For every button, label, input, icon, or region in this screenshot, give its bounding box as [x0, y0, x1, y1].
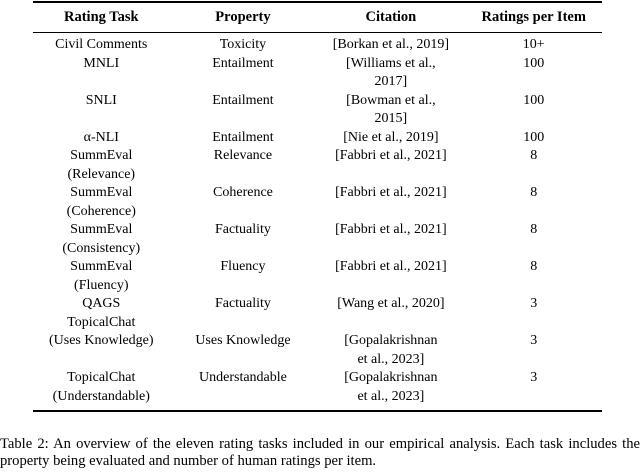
- cell-task: α-NLI: [83, 129, 119, 145]
- cell-task: SNLI: [85, 92, 117, 108]
- cell-ratings: 8: [530, 148, 538, 163]
- cell-property: Coherence: [213, 185, 273, 200]
- cell-property: Entailment: [212, 129, 274, 145]
- cell-ratings: 3: [530, 370, 538, 385]
- cell-citation: [Wang et al., 2020]: [337, 296, 445, 311]
- cell-citation: [Nie et al., 2019]: [343, 129, 439, 145]
- table-row: TopicalChat (Uses Knowledge) Uses Knowle…: [33, 314, 602, 370]
- table-row: SummEval (Relevance) Relevance [Fabbri e…: [33, 147, 602, 184]
- cell-task: Civil Comments: [55, 37, 148, 52]
- cell-property: Fluency: [220, 259, 266, 274]
- table-row: SummEval (Fluency) Fluency [Fabbri et al…: [33, 258, 602, 295]
- cell-citation: [Gopalakrishnan et al., 2023]: [344, 370, 438, 404]
- cell-citation: [Bowman et al., 2015]: [346, 92, 436, 127]
- table-row: SummEval (Consistency) Factuality [Fabbr…: [33, 221, 602, 258]
- cell-citation: [Fabbri et al., 2021]: [335, 185, 447, 200]
- table-row: α-NLI Entailment [Nie et al., 2019] 100: [33, 129, 602, 148]
- cell-citation: [Gopalakrishnan et al., 2023]: [344, 333, 438, 367]
- cell-citation: [Fabbri et al., 2021]: [335, 148, 447, 163]
- cell-property: Factuality: [214, 296, 271, 311]
- cell-property: Entailment: [212, 55, 274, 71]
- header-ratings-per-item: Ratings per Item: [481, 9, 586, 25]
- cell-property: Uses Knowledge: [195, 333, 291, 348]
- cell-property: Entailment: [212, 92, 274, 108]
- table-row: SNLI Entailment [Bowman et al., 2015] 10…: [33, 92, 602, 129]
- cell-property: Factuality: [214, 222, 271, 237]
- cell-ratings: 3: [530, 333, 538, 348]
- table-caption: Table 2: An overview of the eleven ratin…: [0, 436, 640, 469]
- table-row: Civil Comments Toxicity [Borkan et al., …: [33, 33, 602, 55]
- cell-ratings: 8: [530, 185, 538, 200]
- cell-task: SummEval (Coherence): [66, 185, 136, 219]
- cell-citation: [Borkan et al., 2019]: [332, 37, 449, 52]
- table-row: QAGS Factuality [Wang et al., 2020] 3: [33, 295, 602, 314]
- cell-citation: [Williams et al., 2017]: [346, 55, 436, 90]
- header-citation: Citation: [365, 9, 417, 25]
- table-row: TopicalChat (Understandable) Understanda…: [33, 369, 602, 411]
- table-row: MNLI Entailment [Williams et al., 2017] …: [33, 55, 602, 92]
- cell-task: SummEval (Consistency): [62, 222, 141, 256]
- cell-citation: [Fabbri et al., 2021]: [335, 259, 447, 274]
- cell-task: TopicalChat (Understandable): [52, 370, 150, 404]
- cell-task: MNLI: [83, 55, 120, 71]
- cell-task: SummEval (Fluency): [70, 259, 133, 293]
- cell-ratings: 8: [530, 222, 538, 237]
- cell-task: QAGS: [82, 296, 121, 311]
- table-row: SummEval (Coherence) Coherence [Fabbri e…: [33, 184, 602, 221]
- cell-ratings: 3: [530, 296, 538, 311]
- cell-citation: [Fabbri et al., 2021]: [335, 222, 447, 237]
- cell-ratings: 8: [530, 259, 538, 274]
- ratings-table: Rating Task Property Citation Ratings pe…: [33, 1, 602, 412]
- cell-property: Understandable: [199, 370, 287, 385]
- cell-task: TopicalChat (Uses Knowledge): [48, 314, 154, 349]
- cell-task: SummEval (Relevance): [67, 148, 136, 182]
- table-header-row: Rating Task Property Citation Ratings pe…: [33, 2, 602, 33]
- header-property: Property: [215, 9, 271, 25]
- header-rating-task: Rating Task: [63, 9, 139, 25]
- cell-ratings: 10+: [522, 37, 545, 52]
- cell-ratings: 100: [523, 129, 545, 145]
- cell-ratings: 100: [523, 92, 545, 108]
- cell-property: Toxicity: [219, 37, 267, 52]
- cell-property: Relevance: [213, 148, 273, 163]
- cell-ratings: 100: [523, 55, 545, 71]
